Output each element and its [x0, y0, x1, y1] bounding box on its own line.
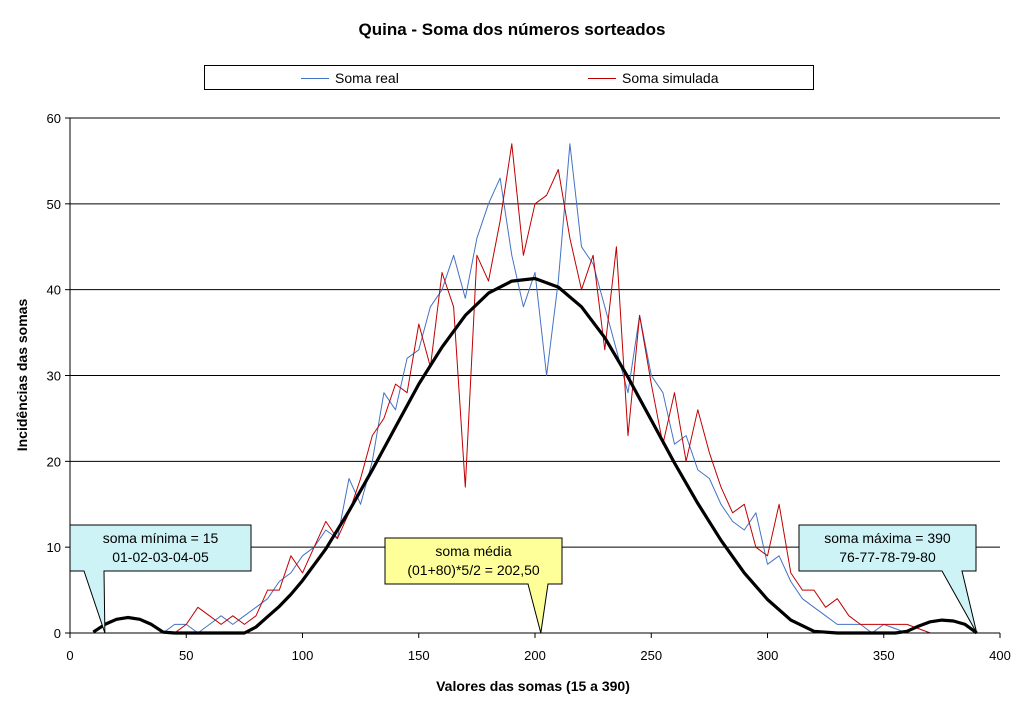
x-tick-label-200: 200 — [524, 648, 546, 663]
y-tick-label-20: 20 — [47, 454, 61, 469]
callout-mean-line1: soma média — [435, 543, 511, 559]
legend-item-real: Soma real — [301, 69, 399, 87]
x-tick-label-50: 50 — [179, 648, 193, 663]
y-tick-label-50: 50 — [47, 197, 61, 212]
callout-mean-line2: (01+80)*5/2 = 202,50 — [407, 562, 540, 578]
callout-min-box — [69, 524, 252, 634]
series-line-0 — [104, 143, 977, 634]
legend-label-real: Soma real — [335, 70, 399, 86]
callout-max-line2: 76-77-78-79-80 — [839, 549, 936, 565]
chart-title: Quina - Soma dos números sorteados — [358, 20, 666, 39]
y-tick-label-40: 40 — [47, 283, 61, 298]
callout-mean-box — [384, 537, 563, 634]
x-tick-label-250: 250 — [640, 648, 662, 663]
x-tick-label-300: 300 — [757, 648, 779, 663]
y-tick-label-10: 10 — [47, 540, 61, 555]
y-tick-label-60: 60 — [47, 111, 61, 126]
legend-label-simulated: Soma simulada — [622, 70, 719, 86]
gridlines — [70, 117, 1000, 548]
legend-swatch-real — [301, 77, 329, 79]
x-tick-label-150: 150 — [408, 648, 430, 663]
callout-min-line1: soma mínima = 15 — [103, 530, 219, 546]
legend: Soma real Soma simulada — [204, 65, 814, 90]
y-tick-label-30: 30 — [47, 369, 61, 384]
x-axis-title: Valores das somas (15 a 390) — [436, 678, 630, 694]
callout-max-line1: soma máxima = 390 — [824, 530, 951, 546]
x-tick-label-0: 0 — [66, 648, 73, 663]
legend-swatch-simulated — [588, 77, 616, 79]
tick-labels: 0 10 20 30 40 50 60 0 50 100 150 200 250 300 350 400 — [47, 111, 1011, 663]
y-tick-label-0: 0 — [54, 626, 61, 641]
y-axis-title: Incidências das somas — [14, 299, 30, 452]
x-tick-label-350: 350 — [873, 648, 895, 663]
callout-max-box — [798, 524, 978, 634]
legend-item-simulated: Soma simulada — [588, 69, 719, 87]
x-tick-label-400: 400 — [989, 648, 1011, 663]
series-line-1 — [104, 143, 977, 634]
callouts: soma mínima = 15 01-02-03-04-05 soma média… — [69, 524, 978, 634]
x-tick-label-100: 100 — [292, 648, 314, 663]
callout-min-line2: 01-02-03-04-05 — [112, 549, 209, 565]
